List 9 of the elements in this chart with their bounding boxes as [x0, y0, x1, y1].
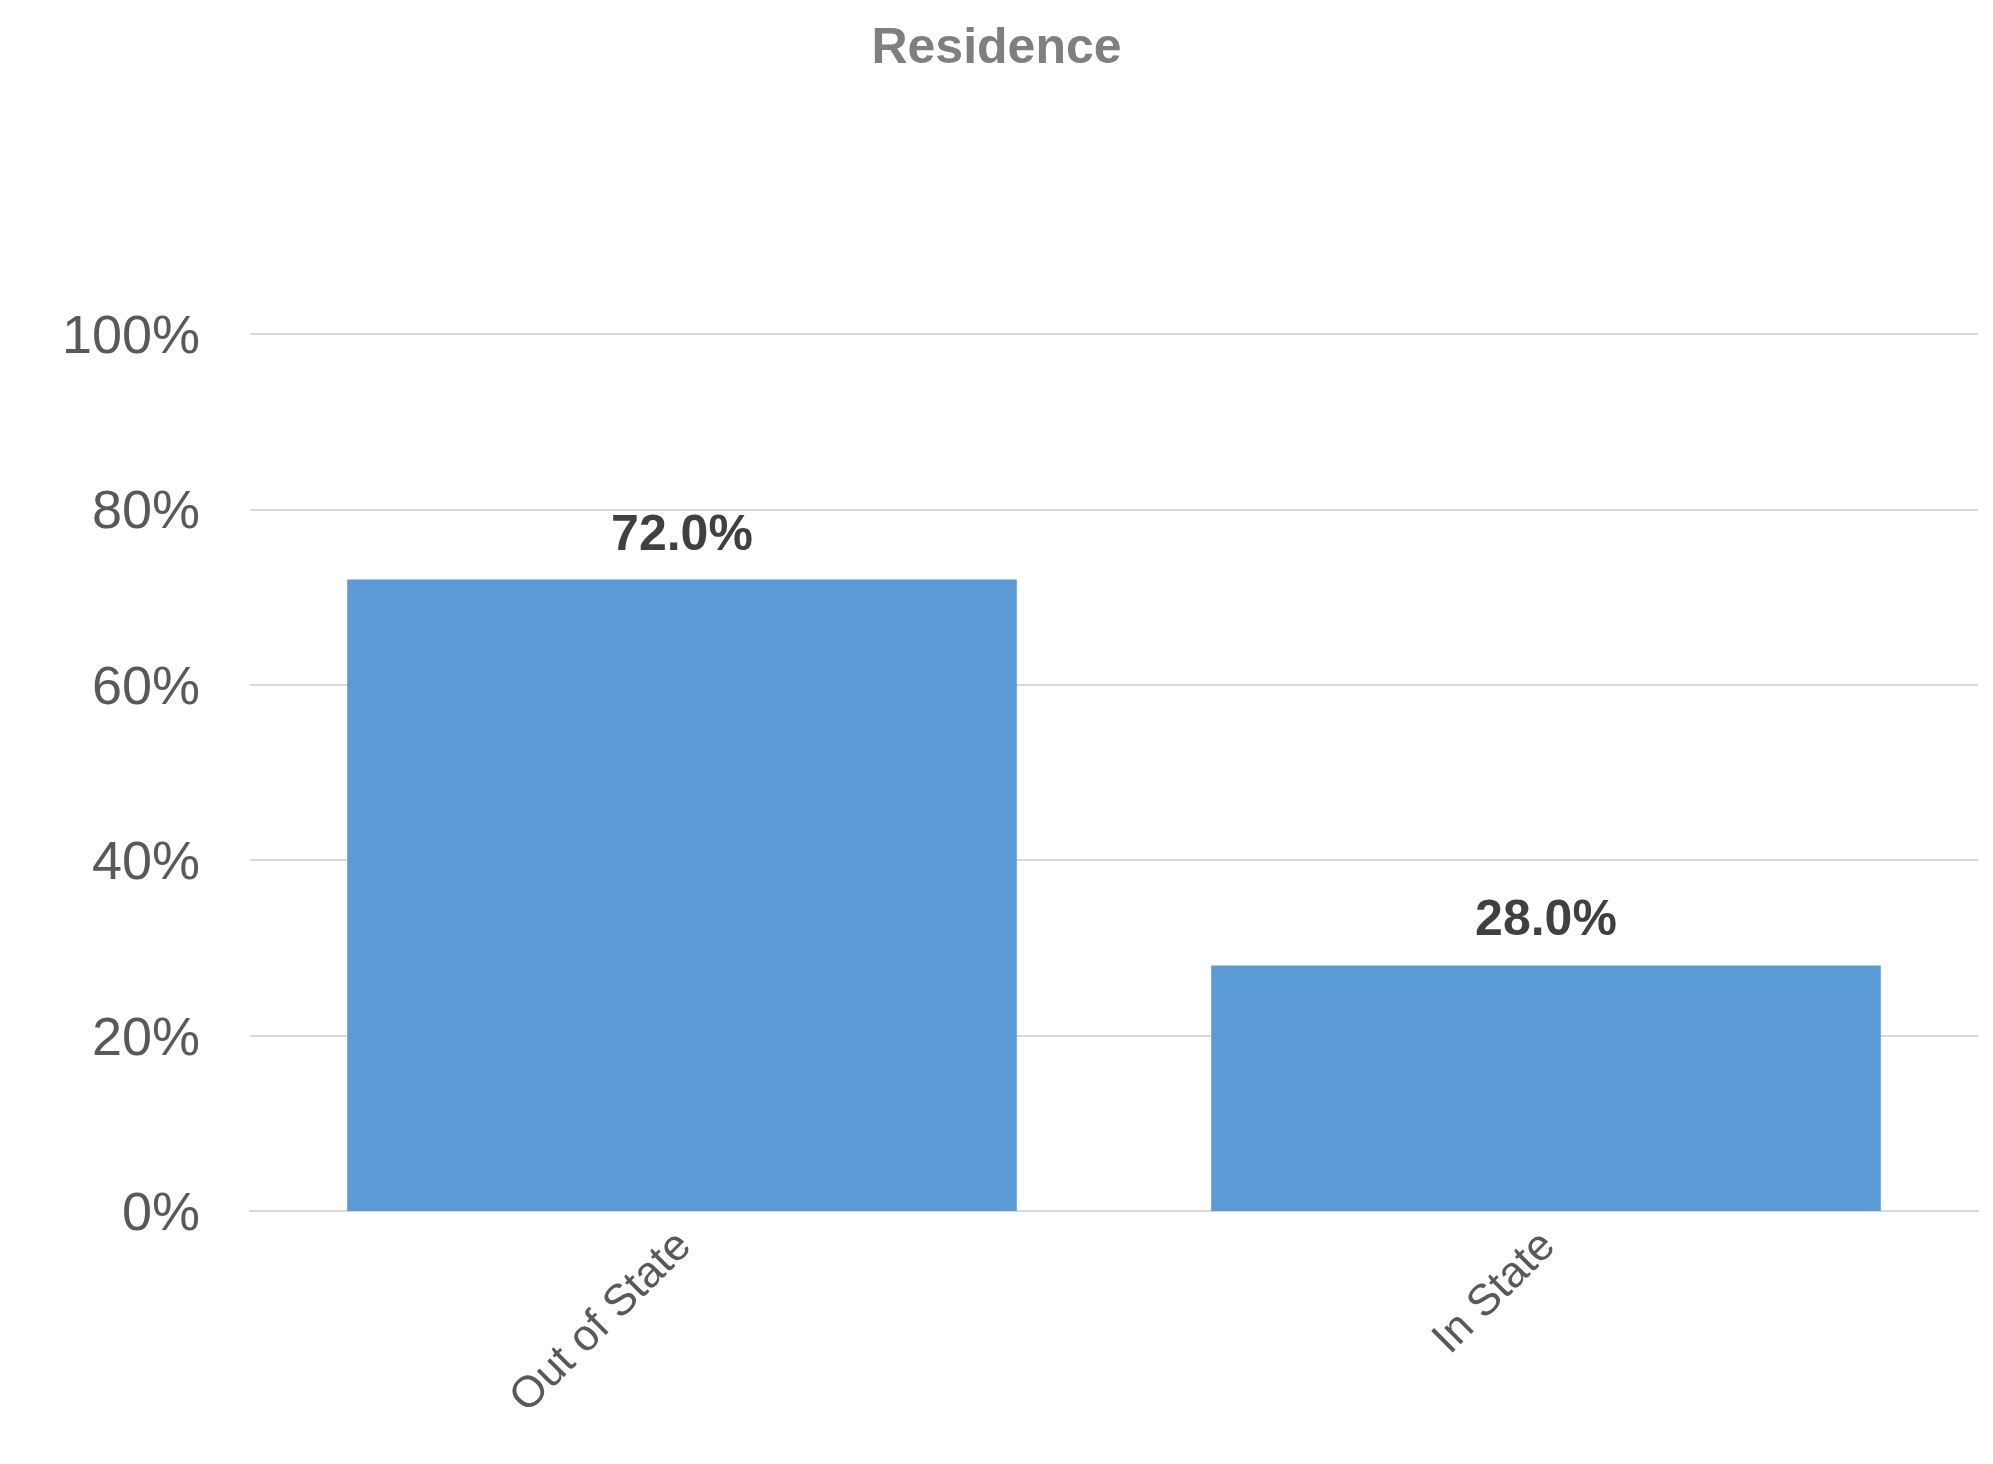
- y-tick-label: 80%: [91, 479, 200, 540]
- y-tick-label: 0%: [121, 1181, 200, 1241]
- y-tick-label: 40%: [91, 830, 200, 891]
- data-label: 72.0%: [611, 504, 753, 561]
- data-label: 28.0%: [1475, 890, 1617, 947]
- chart-title: Residence: [871, 18, 1122, 74]
- y-tick-label: 100%: [61, 304, 200, 364]
- y-tick-label: 20%: [91, 1005, 200, 1066]
- y-tick-label: 60%: [91, 654, 200, 715]
